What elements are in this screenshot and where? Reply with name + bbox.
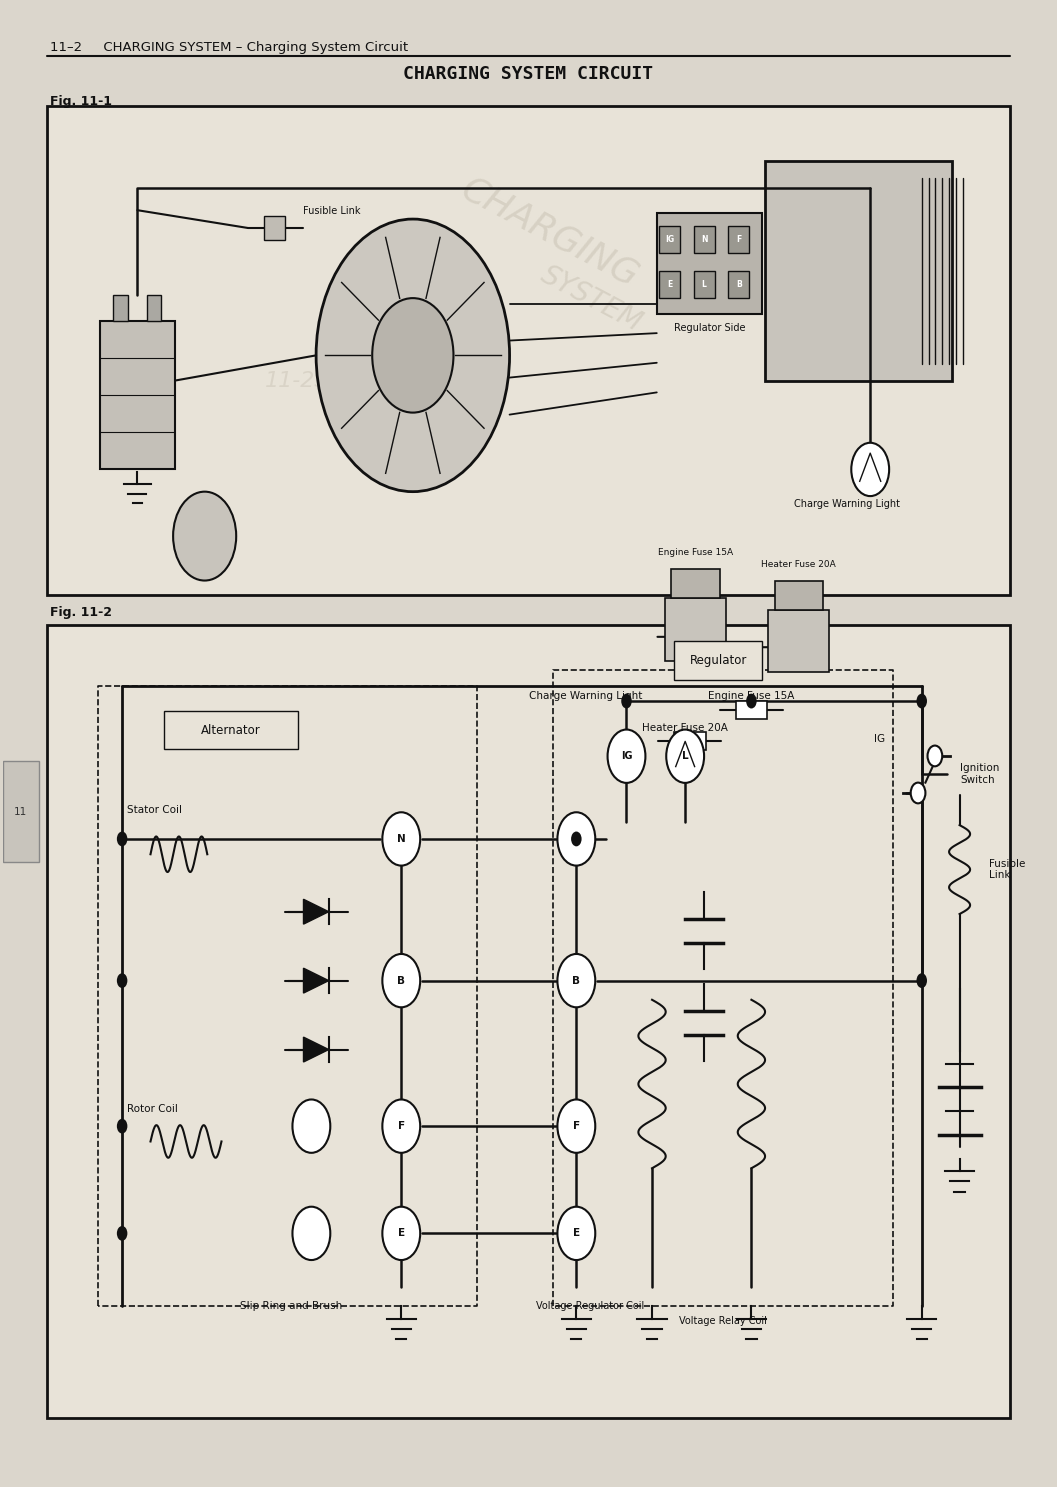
Circle shape [383, 812, 421, 865]
Text: page: page [323, 293, 355, 305]
Bar [665, 598, 726, 660]
Text: CHARGING: CHARGING [456, 171, 644, 293]
Bar [768, 610, 829, 672]
Text: E: E [397, 1228, 405, 1239]
Text: Voltage Regulator Coil: Voltage Regulator Coil [536, 1301, 645, 1312]
Text: Heater Fuse 20A: Heater Fuse 20A [761, 559, 836, 568]
Bar [99, 321, 175, 470]
Text: F: F [736, 235, 741, 244]
Circle shape [117, 1225, 128, 1240]
Bar [113, 294, 128, 321]
Text: Fig. 11-1: Fig. 11-1 [50, 95, 112, 107]
Circle shape [316, 219, 509, 492]
Bar [674, 732, 706, 749]
Text: IG: IG [874, 735, 886, 745]
Text: E: E [573, 1228, 580, 1239]
Circle shape [557, 1099, 595, 1152]
Text: F: F [573, 1121, 580, 1132]
Circle shape [293, 1207, 330, 1259]
Text: B: B [736, 280, 742, 288]
Bar [671, 568, 720, 598]
Text: Engine Fuse 15A: Engine Fuse 15A [708, 691, 795, 700]
Bar [728, 271, 749, 297]
Text: Rotor Coil: Rotor Coil [127, 1103, 178, 1114]
Circle shape [117, 831, 128, 846]
Bar [656, 213, 762, 314]
Circle shape [117, 972, 128, 987]
Circle shape [383, 1207, 421, 1259]
Bar [775, 580, 823, 610]
Text: 11–2     CHARGING SYSTEM – Charging System Circuit: 11–2 CHARGING SYSTEM – Charging System C… [50, 42, 408, 55]
Bar [147, 294, 162, 321]
Text: Regulator: Regulator [689, 654, 747, 668]
Text: N: N [701, 235, 707, 244]
Circle shape [117, 1118, 128, 1133]
Bar [736, 702, 767, 720]
Polygon shape [303, 1036, 329, 1062]
Text: Stator Coil: Stator Coil [127, 804, 182, 815]
Text: Charge Warning Light: Charge Warning Light [530, 691, 643, 700]
Bar [3, 761, 38, 862]
Circle shape [571, 831, 581, 846]
Text: Ignition
Switch: Ignition Switch [960, 763, 1000, 785]
Circle shape [666, 730, 704, 782]
Bar [263, 216, 284, 239]
Text: Heater Fuse 20A: Heater Fuse 20A [643, 723, 728, 733]
Circle shape [557, 955, 595, 1007]
Text: Fig. 11-2: Fig. 11-2 [50, 605, 112, 619]
Circle shape [372, 297, 453, 412]
Bar [693, 226, 715, 253]
Text: Alternator: Alternator [201, 724, 261, 736]
Circle shape [916, 972, 927, 987]
Polygon shape [303, 900, 329, 923]
FancyBboxPatch shape [674, 641, 762, 680]
Text: Voltage Relay Coil: Voltage Relay Coil [679, 1316, 767, 1326]
Text: Fusible Link: Fusible Link [303, 207, 361, 216]
FancyBboxPatch shape [47, 625, 1010, 1417]
Text: F: F [397, 1121, 405, 1132]
Circle shape [383, 1099, 421, 1152]
Text: L: L [682, 751, 688, 761]
FancyBboxPatch shape [47, 107, 1010, 595]
Circle shape [928, 745, 942, 766]
Bar [693, 271, 715, 297]
Text: B: B [397, 975, 405, 986]
Text: Charge Warning Light: Charge Warning Light [794, 500, 901, 509]
Circle shape [911, 782, 926, 803]
Text: B: B [572, 975, 580, 986]
Circle shape [557, 812, 595, 865]
Circle shape [851, 443, 889, 497]
Text: 11-2S: 11-2S [265, 370, 330, 391]
Bar [765, 161, 952, 381]
Text: E: E [667, 280, 672, 288]
Circle shape [557, 1207, 595, 1259]
Circle shape [173, 492, 236, 580]
Polygon shape [303, 968, 329, 993]
Text: SYSTEM: SYSTEM [536, 260, 647, 338]
Circle shape [746, 693, 757, 708]
Circle shape [383, 955, 421, 1007]
Text: Fusible
Link: Fusible Link [989, 859, 1025, 880]
Text: IG: IG [665, 235, 674, 244]
Text: IG: IG [620, 751, 632, 761]
Text: N: N [572, 834, 580, 845]
Bar [728, 226, 749, 253]
Bar [659, 226, 680, 253]
Text: L: L [702, 280, 706, 288]
Circle shape [622, 693, 632, 708]
Text: N: N [396, 834, 406, 845]
Text: Regulator Side: Regulator Side [673, 323, 745, 333]
Text: CHARGING SYSTEM CIRCUIT: CHARGING SYSTEM CIRCUIT [404, 65, 653, 83]
Text: Engine Fuse 15A: Engine Fuse 15A [659, 547, 734, 556]
Bar [659, 271, 680, 297]
Circle shape [916, 693, 927, 708]
Text: Slip Ring and Brush: Slip Ring and Brush [240, 1301, 342, 1312]
FancyBboxPatch shape [164, 711, 298, 749]
Text: 11: 11 [14, 806, 27, 816]
Circle shape [293, 1099, 330, 1152]
Circle shape [608, 730, 646, 782]
